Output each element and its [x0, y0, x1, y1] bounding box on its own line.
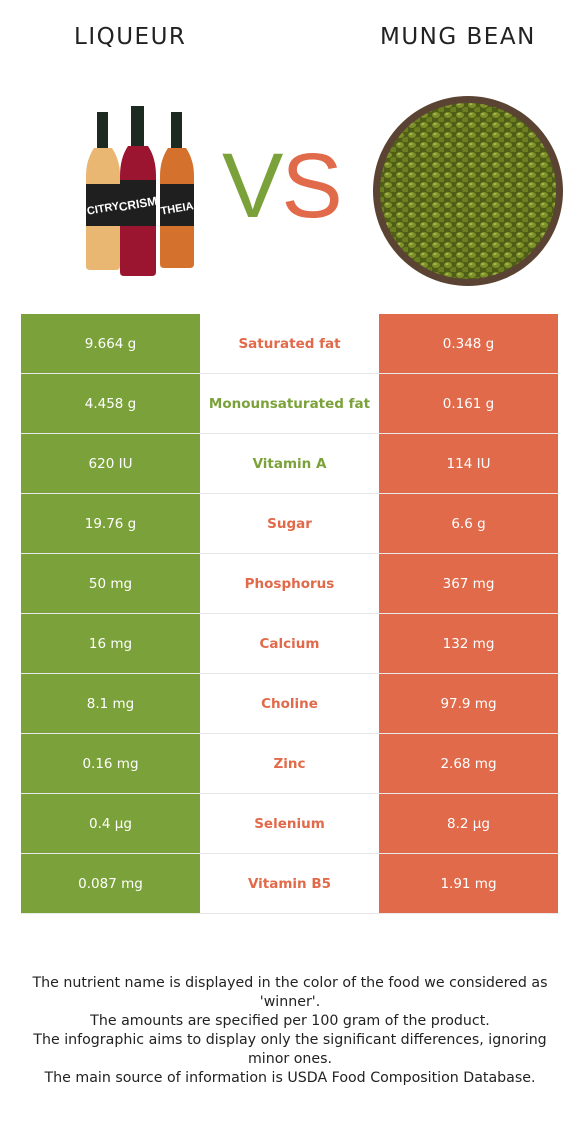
right-food-value: 0.161 g: [379, 373, 558, 434]
bottle-left: CITRY: [86, 112, 121, 270]
right-food-value: 2.68 mg: [379, 733, 558, 794]
left-food-value: 0.4 µg: [21, 793, 200, 854]
nutrient-name: Vitamin A: [200, 433, 379, 494]
left-food-value: 9.664 g: [21, 314, 200, 374]
right-food-value: 132 mg: [379, 613, 558, 674]
right-food-value: 97.9 mg: [379, 673, 558, 734]
bottle-right-label: THEIA: [160, 200, 195, 218]
footer-line: The main source of information is USDA F…: [44, 1070, 536, 1086]
versus-s: S: [281, 135, 342, 237]
bottle-middle: CRISM: [118, 106, 159, 276]
right-food-title: MUNG BEAN: [380, 24, 536, 50]
footer-line: The amounts are specified per 100 gram o…: [90, 1013, 490, 1029]
nutrient-row: 4.458 g Monounsaturated fat 0.161 g: [21, 373, 558, 434]
left-food-value: 4.458 g: [21, 373, 200, 434]
bottle-left-label: CITRY: [86, 200, 121, 218]
nutrient-row: 50 mg Phosphorus 367 mg: [21, 553, 558, 614]
footer-line: The nutrient name is displayed in the co…: [32, 975, 548, 1010]
nutrient-row: 0.4 µg Selenium 8.2 µg: [21, 793, 558, 854]
right-food-value: 8.2 µg: [379, 793, 558, 854]
nutrient-rows: 9.664 g Saturated fat 0.348 g 4.458 g Monoun…: [21, 314, 558, 914]
footer-line: The infographic aims to display only the…: [33, 1032, 547, 1067]
right-food-value: 6.6 g: [379, 493, 558, 554]
right-food-value: 114 IU: [379, 433, 558, 494]
left-food-value: 8.1 mg: [21, 673, 200, 734]
nutrient-comparison-table: 9.664 g Saturated fat 0.348 g 4.458 g Monoun…: [21, 314, 558, 914]
right-food-value: 367 mg: [379, 553, 558, 614]
left-food-value: 16 mg: [21, 613, 200, 674]
nutrient-name: Choline: [200, 673, 379, 734]
nutrient-row: 9.664 g Saturated fat 0.348 g: [21, 314, 558, 374]
nutrient-row: 620 IU Vitamin A 114 IU: [21, 433, 558, 494]
nutrient-row: 0.087 mg Vitamin B5 1.91 mg: [21, 853, 558, 914]
mung-bean-image: [373, 96, 563, 286]
right-food-value: 1.91 mg: [379, 853, 558, 914]
bottle-right: THEIA: [160, 112, 195, 268]
nutrient-name: Saturated fat: [200, 314, 379, 374]
nutrient-name: Monounsaturated fat: [200, 373, 379, 434]
right-food-value: 0.348 g: [379, 314, 558, 374]
nutrient-row: 16 mg Calcium 132 mg: [21, 613, 558, 674]
versus-label: VS: [222, 135, 343, 237]
left-food-value: 0.16 mg: [21, 733, 200, 794]
nutrient-row: 8.1 mg Choline 97.9 mg: [21, 673, 558, 734]
nutrient-name: Sugar: [200, 493, 379, 554]
nutrient-name: Selenium: [200, 793, 379, 854]
nutrient-row: 0.16 mg Zinc 2.68 mg: [21, 733, 558, 794]
versus-v: V: [222, 135, 283, 237]
nutrient-name: Zinc: [200, 733, 379, 794]
left-food-value: 0.087 mg: [21, 853, 200, 914]
footer-notes: The nutrient name is displayed in the co…: [14, 974, 566, 1088]
nutrient-name: Phosphorus: [200, 553, 379, 614]
liqueur-bottles-image: CITRY THEIA CRISM: [86, 106, 195, 276]
left-food-value: 50 mg: [21, 553, 200, 614]
left-food-value: 620 IU: [21, 433, 200, 494]
nutrient-name: Vitamin B5: [200, 853, 379, 914]
nutrient-name: Calcium: [200, 613, 379, 674]
bottle-middle-label: CRISM: [118, 194, 159, 215]
left-food-value: 19.76 g: [21, 493, 200, 554]
left-food-title: LIQUEUR: [74, 24, 187, 50]
nutrient-row: 19.76 g Sugar 6.6 g: [21, 493, 558, 554]
